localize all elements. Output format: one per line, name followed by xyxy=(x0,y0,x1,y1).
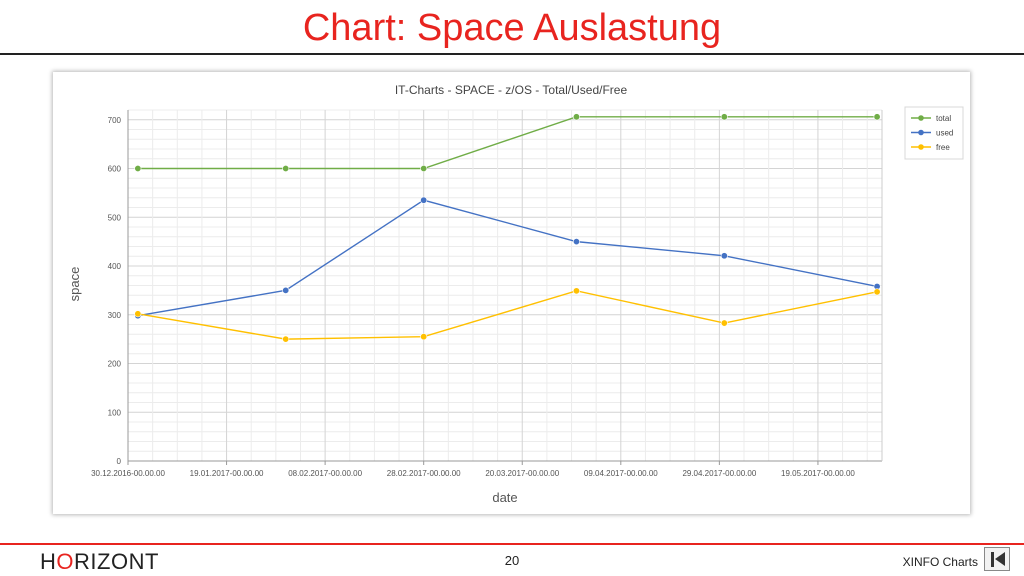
x-tick-label: 30.12.2016-00.00.00 xyxy=(91,469,165,478)
data-point-total xyxy=(720,113,728,121)
series-line-total xyxy=(137,116,878,170)
logo-letter-h: H xyxy=(40,549,57,574)
data-point-total xyxy=(873,113,881,121)
chart-panel: IT-Charts - SPACE - z/OS - Total/Used/Fr… xyxy=(53,72,970,514)
data-point-total xyxy=(420,165,428,173)
title-divider xyxy=(0,53,1024,55)
chart-series xyxy=(134,113,881,343)
horizont-logo: HORIZONT xyxy=(40,549,159,575)
series-line-free xyxy=(137,290,878,340)
x-tick-label: 28.02.2017-00.00.00 xyxy=(387,469,461,478)
data-point-free xyxy=(873,288,881,296)
data-point-total xyxy=(572,113,580,121)
chart-title: IT-Charts - SPACE - z/OS - Total/Used/Fr… xyxy=(395,83,628,97)
data-point-total xyxy=(134,165,142,173)
y-tick-label: 100 xyxy=(108,408,122,417)
series-line-used xyxy=(137,199,878,317)
x-tick-label: 29.04.2017-00.00.00 xyxy=(682,469,756,478)
data-point-used xyxy=(572,238,580,246)
data-point-free xyxy=(720,319,728,327)
logo-letter-o: O xyxy=(56,549,75,574)
first-page-button[interactable] xyxy=(984,547,1010,571)
legend-label-used: used xyxy=(936,129,953,138)
logo-letters-rizont: RIZONT xyxy=(74,549,159,574)
y-tick-label: 400 xyxy=(108,262,122,271)
legend-label-total: total xyxy=(936,114,951,123)
x-tick-label: 20.03.2017-00.00.00 xyxy=(485,469,559,478)
x-axis-label: date xyxy=(492,490,517,505)
x-tick-label: 09.04.2017-00.00.00 xyxy=(584,469,658,478)
y-tick-label: 0 xyxy=(117,457,122,466)
footer-section-label: XINFO Charts xyxy=(902,555,978,569)
y-tick-label: 500 xyxy=(108,213,122,222)
slide-title: Chart: Space Auslastung xyxy=(302,7,722,49)
data-point-free xyxy=(420,333,428,341)
y-tick-label: 700 xyxy=(108,116,122,125)
y-tick-label: 600 xyxy=(108,165,122,174)
legend-swatch-marker-free xyxy=(918,144,924,150)
x-tick-label: 19.01.2017-00.00.00 xyxy=(190,469,264,478)
y-tick-label: 200 xyxy=(108,360,122,369)
data-point-free xyxy=(134,310,142,318)
data-point-used xyxy=(720,252,728,260)
page-number: 20 xyxy=(504,553,520,568)
chart-axes: 0 100 200 300 400 500 600 700 30.12.2016-00.00.0… xyxy=(91,110,883,478)
legend-swatch-marker-total xyxy=(918,115,924,121)
data-point-used xyxy=(420,196,428,204)
line-chart: IT-Charts - SPACE - z/OS - Total/Used/Fr… xyxy=(67,83,964,505)
data-point-total xyxy=(282,165,290,173)
data-point-free xyxy=(282,335,290,343)
data-point-free xyxy=(572,287,580,295)
chart-grid xyxy=(128,109,882,462)
x-tick-label: 08.02.2017-00.00.00 xyxy=(288,469,362,478)
legend-swatch-marker-used xyxy=(918,129,924,136)
y-tick-label: 300 xyxy=(108,311,122,320)
chart-legend: total used free xyxy=(904,106,964,160)
footer-divider xyxy=(0,543,1024,545)
data-point-used xyxy=(282,286,290,294)
legend-label-free: free xyxy=(936,143,950,152)
x-tick-label: 19.05.2017-00.00.00 xyxy=(781,469,855,478)
y-axis-label: space xyxy=(67,267,82,302)
